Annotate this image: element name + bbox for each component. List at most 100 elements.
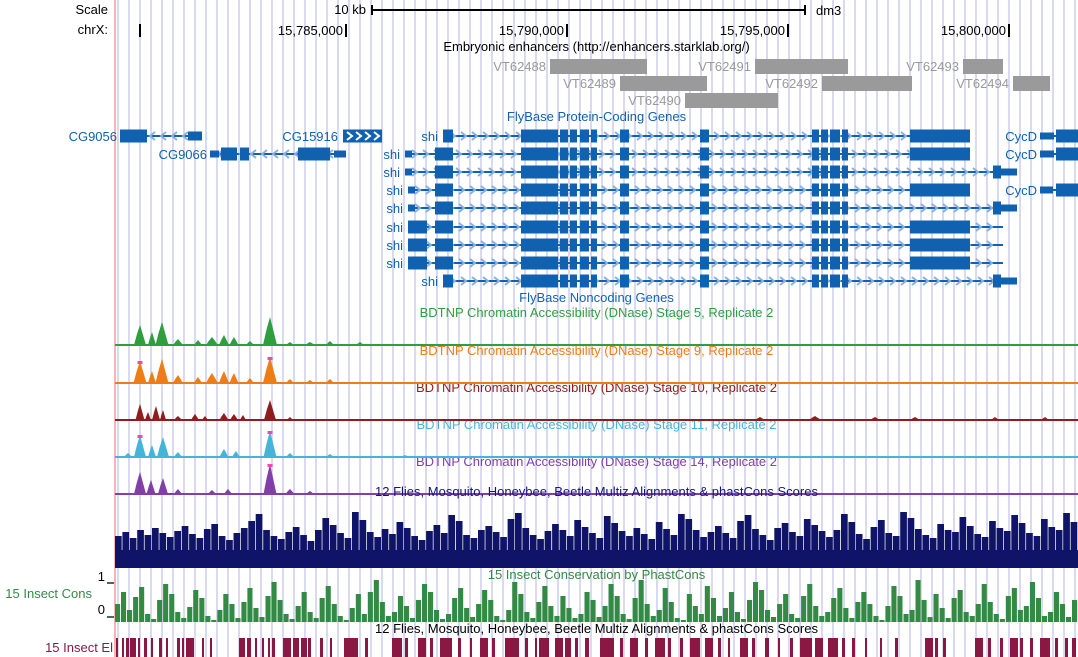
- signal-peak: [202, 416, 208, 420]
- multiz-bar: [322, 518, 330, 550]
- strand-arrow-icon: [788, 185, 796, 195]
- gene-track[interactable]: CG9056 CG15916 shi CycD CG9066 shi CycD shi shi C…: [0, 127, 1078, 291]
- conserved-element: [620, 638, 623, 657]
- gene-exon: [1056, 129, 1078, 143]
- gene-shi: shi: [383, 165, 1017, 180]
- signal-peak: [230, 414, 238, 420]
- multiz-bar: [203, 529, 211, 550]
- gene-intron-line: [405, 153, 970, 155]
- phastcons-track[interactable]: [115, 578, 1078, 622]
- phastcons-bar: [319, 598, 325, 622]
- strand-arrow-icon: [689, 240, 697, 250]
- signal-peak: [134, 435, 146, 457]
- strand-arrow-icon: [455, 167, 463, 177]
- strand-arrow-icon: [887, 203, 895, 213]
- enhancer-box[interactable]: [822, 76, 912, 91]
- strand-arrow-icon: [469, 185, 477, 195]
- multiz-alignment-track[interactable]: [115, 510, 1078, 568]
- strand-arrow-icon: [911, 276, 919, 286]
- strand-arrow-icon: [469, 222, 477, 232]
- gene-exon: [910, 147, 970, 161]
- signal-baseline: [115, 493, 1078, 495]
- phastcons-bar: [1023, 606, 1029, 622]
- multiz-bar: [692, 530, 700, 550]
- phastcons-bar: [765, 610, 771, 622]
- signal-peak: [157, 437, 169, 457]
- phastcons-bar: [686, 594, 692, 622]
- multiz-bar: [648, 539, 656, 550]
- enhancer-box[interactable]: [550, 59, 647, 74]
- multiz-bar: [411, 536, 418, 550]
- phastcons-bar: [1041, 616, 1047, 622]
- gene-exon: [842, 183, 848, 197]
- strand-arrow-icon: [722, 240, 730, 250]
- phastcons-bar: [235, 618, 241, 622]
- conserved-element: [138, 638, 140, 657]
- phastcons-bar: [241, 602, 247, 622]
- phastcons-bar: [680, 620, 686, 622]
- strand-arrow-icon: [878, 131, 886, 141]
- phastcons-bar: [963, 612, 969, 622]
- strand-arrow-icon: [785, 167, 793, 177]
- gene-exon: [812, 183, 819, 197]
- strand-arrow-icon: [645, 185, 653, 195]
- enhancer-box[interactable]: [620, 76, 707, 91]
- strand-arrow-icon: [942, 203, 950, 213]
- strand-arrow-icon: [733, 240, 741, 250]
- gene-exon: [1001, 168, 1017, 176]
- conserved-element: [1065, 638, 1068, 657]
- strand-arrow-icon: [653, 149, 661, 159]
- strand-arrow-icon: [744, 203, 752, 213]
- conserved-element: [1000, 638, 1003, 657]
- multiz-bar: [826, 537, 833, 550]
- phastcons-bar: [548, 606, 554, 622]
- strand-arrow-icon: [689, 222, 697, 232]
- multiz-bar: [122, 532, 130, 550]
- strand-arrow-icon: [865, 258, 873, 268]
- dnase-signal-track[interactable]: [115, 423, 1078, 459]
- gene-exon: [830, 238, 840, 252]
- strand-arrow-icon: [664, 149, 672, 159]
- phastcons-bar: [1047, 612, 1053, 622]
- phastcons-bar: [349, 608, 355, 622]
- dnase-signal-track[interactable]: [115, 311, 1078, 347]
- multiz-bar: [522, 528, 530, 550]
- phastcons-bar: [903, 614, 909, 622]
- strand-arrow-icon: [678, 203, 686, 213]
- strand-arrow-icon: [986, 240, 994, 250]
- enhancer-box[interactable]: [963, 59, 1003, 74]
- strand-arrow-icon: [612, 240, 620, 250]
- enhancer-box[interactable]: [685, 93, 778, 108]
- enhancer-box[interactable]: [755, 59, 848, 74]
- phastcons-side-label: 15 Insect Cons: [5, 586, 92, 601]
- signal-baseline: [115, 419, 1078, 421]
- dnase-signal-track[interactable]: [115, 349, 1078, 385]
- multiz-bar: [781, 523, 789, 550]
- strand-arrow-icon: [645, 240, 653, 250]
- conserved-element: [585, 638, 589, 657]
- phastcons-bar: [626, 619, 632, 622]
- dnase-signal-track[interactable]: [115, 386, 1078, 422]
- phastcons-bar: [945, 618, 951, 622]
- conserved-elements-track[interactable]: [115, 638, 1078, 657]
- enhancer-box[interactable]: [1013, 76, 1050, 91]
- multiz-bar: [974, 534, 981, 550]
- gene-exon: [580, 147, 589, 161]
- multiz-bar: [226, 540, 233, 550]
- strand-arrow-icon: [856, 131, 864, 141]
- phastcons-bar: [409, 618, 415, 622]
- strand-arrow-icon: [460, 276, 468, 286]
- phastcons-bar: [373, 580, 379, 622]
- strand-arrow-icon: [634, 203, 642, 213]
- signal-clip-tip: [267, 431, 273, 434]
- strand-arrow-icon: [491, 203, 499, 213]
- dnase-signal-track[interactable]: [115, 460, 1078, 496]
- signal-peak: [263, 317, 277, 345]
- phastcons-bar: [855, 602, 861, 622]
- multiz-base: [115, 550, 1078, 568]
- conserved-element: [392, 638, 402, 657]
- phastcons-bar: [127, 610, 133, 622]
- ruler-tick: [139, 24, 141, 37]
- conserved-element: [565, 638, 571, 657]
- phastcons-bar: [572, 618, 578, 622]
